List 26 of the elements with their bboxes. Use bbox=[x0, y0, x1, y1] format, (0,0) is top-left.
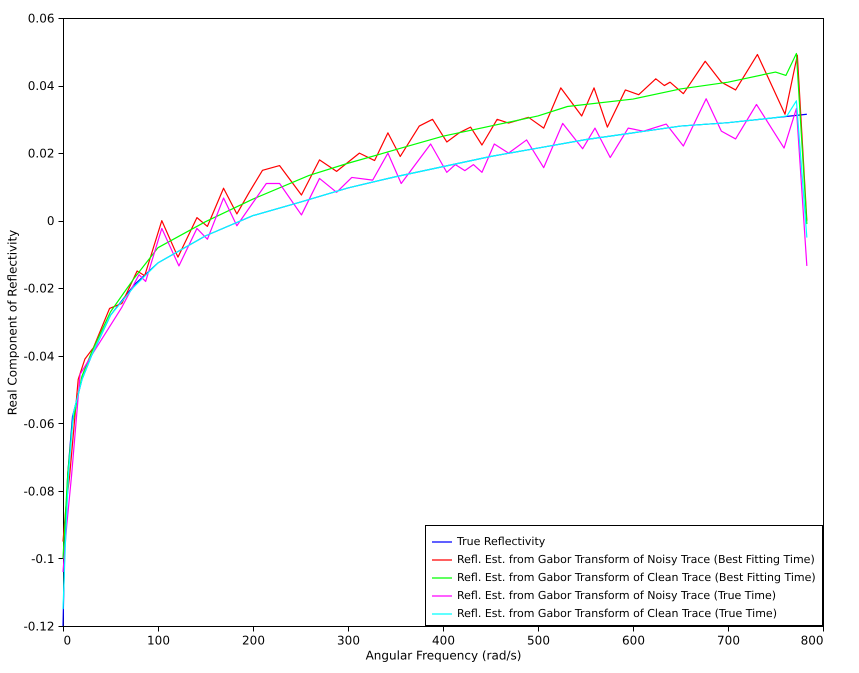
y-tick-label: 0 bbox=[46, 214, 54, 228]
x-tick-label: 300 bbox=[337, 634, 360, 648]
y-tick-label: -0.02 bbox=[23, 282, 54, 296]
y-tick-label: -0.08 bbox=[23, 484, 54, 498]
y-tick-label: -0.04 bbox=[23, 349, 54, 364]
x-tick-label: 700 bbox=[717, 634, 740, 648]
x-tick-label: 400 bbox=[432, 634, 455, 648]
y-tick-label: -0.06 bbox=[23, 416, 54, 431]
x-tick-label: 600 bbox=[622, 634, 645, 648]
x-tick-label: 0 bbox=[64, 634, 72, 648]
y-tick-label: -0.12 bbox=[23, 620, 54, 634]
y-tick-label: 0.02 bbox=[28, 146, 54, 161]
y-tick-label: -0.1 bbox=[31, 552, 54, 566]
y-axis-title: Real Component of Reflectivity bbox=[5, 230, 20, 416]
y-tick-label: 0.06 bbox=[28, 12, 54, 26]
y-tick-label: 0.04 bbox=[28, 79, 54, 94]
legend-label: Refl. Est. from Gabor Transform of Noisy Trace (True Time) bbox=[457, 589, 776, 602]
x-tick-label: 500 bbox=[527, 634, 550, 648]
legend-label: Refl. Est. from Gabor Transform of Clean Trace (Best Fitting Time) bbox=[457, 571, 816, 584]
x-tick-label: 200 bbox=[242, 634, 265, 648]
x-tick-label: 800 bbox=[800, 634, 824, 648]
legend-label: True Reflectivity bbox=[456, 535, 546, 548]
x-tick-label: 100 bbox=[147, 634, 170, 648]
legend-label: Refl. Est. from Gabor Transform of Noisy Trace (Best Fitting Time) bbox=[457, 553, 815, 566]
x-axis-title: Angular Frequency (rad/s) bbox=[366, 648, 522, 662]
legend-label: Refl. Est. from Gabor Transform of Clean Trace (True Time) bbox=[457, 607, 777, 620]
